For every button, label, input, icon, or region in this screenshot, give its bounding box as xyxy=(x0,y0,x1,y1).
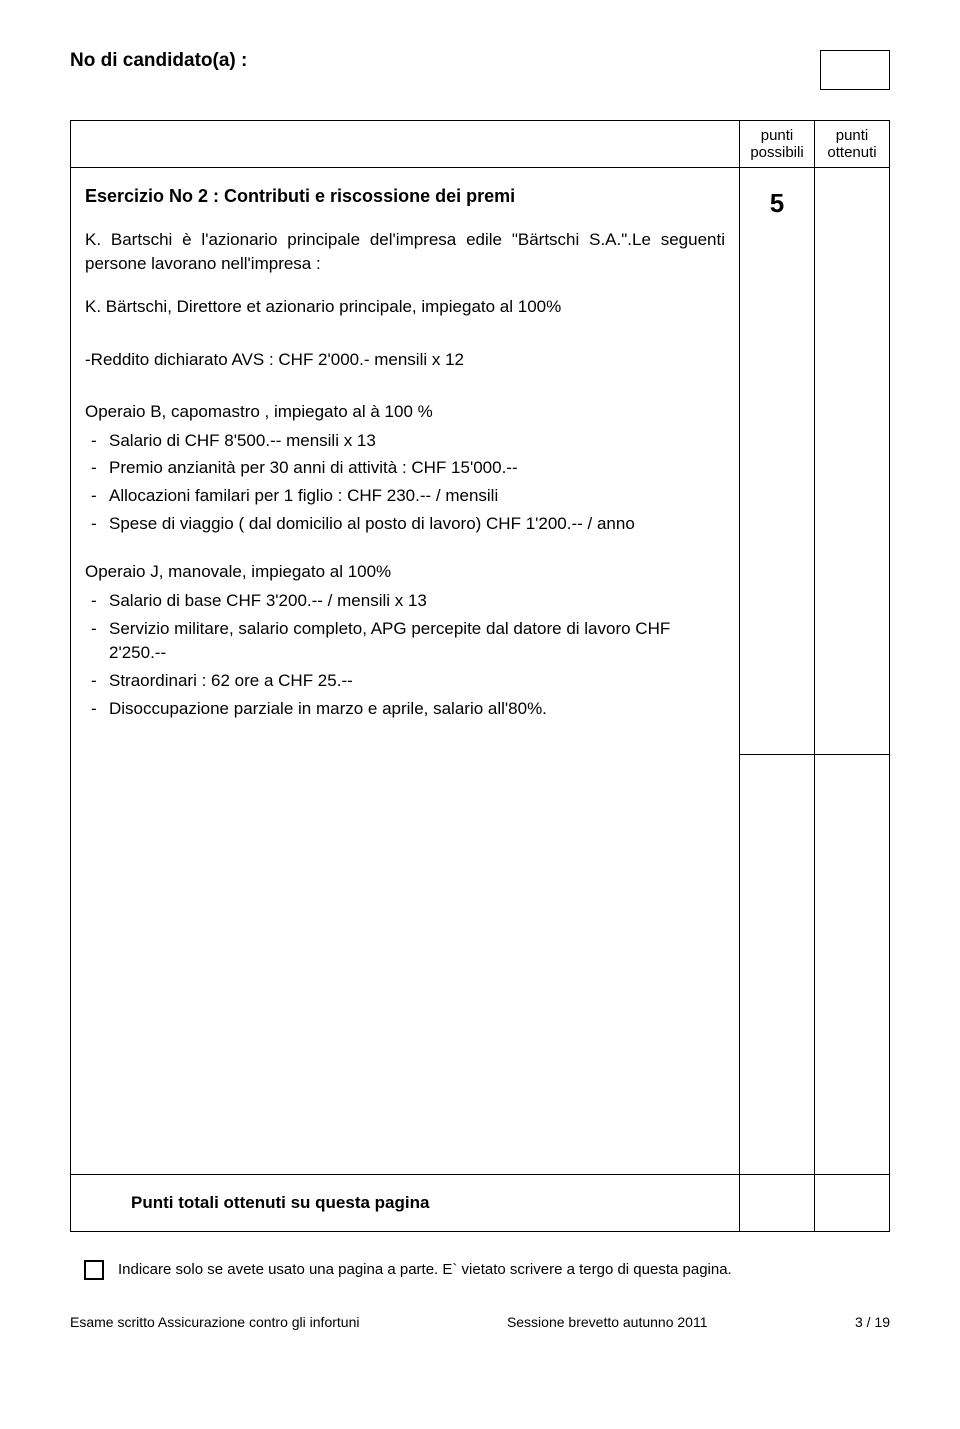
footnote-text: Indicare solo se avete usato una pagina … xyxy=(118,1261,732,1278)
footer-left: Esame scritto Assicurazione contro gli i… xyxy=(70,1314,359,1330)
direttore-line: K. Bärtschi, Direttore et azionario prin… xyxy=(85,295,725,320)
operaio-b-header: Operaio B, capomastro , impiegato al à 1… xyxy=(85,400,725,425)
list-item: Disoccupazione parziale in marzo e april… xyxy=(109,697,725,722)
totals-row: Punti totali ottenuti su questa pagina xyxy=(71,1174,890,1231)
exercise-table: punti possibili punti ottenuti Esercizio… xyxy=(70,120,890,1232)
col-header-possible: punti possibili xyxy=(740,121,815,168)
page-footer: Esame scritto Assicurazione contro gli i… xyxy=(70,1314,890,1330)
footnote-row: Indicare solo se avete usato una pagina … xyxy=(70,1260,890,1280)
reddito-line: -Reddito dichiarato AVS : CHF 2'000.- me… xyxy=(85,348,725,373)
candidate-label: No di candidato(a) : xyxy=(70,50,247,72)
total-obtained-cell[interactable] xyxy=(815,1174,890,1231)
operaio-b-list: Salario di CHF 8'500.-- mensili x 13 Pre… xyxy=(85,429,725,537)
list-item: Salario di base CHF 3'200.-- / mensili x… xyxy=(109,589,725,614)
list-item: Allocazioni familari per 1 figlio : CHF … xyxy=(109,484,725,509)
list-item: Servizio militare, salario completo, APG… xyxy=(109,617,725,666)
col-header-obtained: punti ottenuti xyxy=(815,121,890,168)
operaio-j-header: Operaio J, manovale, impiegato al 100% xyxy=(85,560,725,585)
points-possible-cell: 5 xyxy=(740,168,815,755)
candidate-id-box[interactable] xyxy=(820,50,890,90)
extra-page-checkbox[interactable] xyxy=(84,1260,104,1280)
operaio-j-list: Salario di base CHF 3'200.-- / mensili x… xyxy=(85,589,725,721)
intro-paragraph: K. Bartschi è l'azionario principale del… xyxy=(85,228,725,277)
points-possible: 5 xyxy=(744,174,810,219)
top-header: No di candidato(a) : xyxy=(70,50,890,90)
exercise-body: Esercizio No 2 : Contributi e riscossion… xyxy=(71,168,740,755)
footer-center: Sessione brevetto autunno 2011 xyxy=(507,1314,708,1330)
list-item: Straordinari : 62 ore a CHF 25.-- xyxy=(109,669,725,694)
list-item: Salario di CHF 8'500.-- mensili x 13 xyxy=(109,429,725,454)
footer-right: 3 / 19 xyxy=(855,1314,890,1330)
content-row: Esercizio No 2 : Contributi e riscossion… xyxy=(71,168,890,755)
list-item: Spese di viaggio ( dal domicilio al post… xyxy=(109,512,725,537)
header-row: punti possibili punti ottenuti xyxy=(71,121,890,168)
totals-label: Punti totali ottenuti su questa pagina xyxy=(71,1174,740,1231)
spacer-row xyxy=(71,754,890,1174)
points-obtained-cell[interactable] xyxy=(815,168,890,755)
total-possible-cell xyxy=(740,1174,815,1231)
exercise-title: Esercizio No 2 : Contributi e riscossion… xyxy=(85,186,515,206)
list-item: Premio anzianità per 30 anni di attività… xyxy=(109,456,725,481)
